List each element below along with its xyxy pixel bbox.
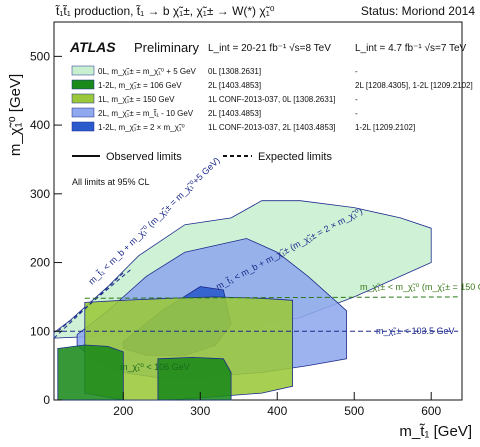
y-tick-label: 0	[43, 393, 50, 407]
cl-note: All limits at 95% CL	[72, 177, 150, 187]
x-tick-label: 200	[113, 404, 133, 418]
legend-observed-label: Observed limits	[106, 151, 182, 163]
kinematic-line-2	[57, 269, 132, 332]
chart-title: t̃₁t̃₁ production, t̃₁ → b χ̃₁±, χ̃₁± → …	[55, 3, 275, 18]
y-axis-label: m_χ̃₁⁰ [GeV]	[7, 74, 24, 156]
legend-ref8-4: 1L CONF-2013-037, 2L [1403.4853]	[208, 123, 336, 132]
region-series-4	[57, 344, 124, 401]
legend-ref7-3: -	[355, 109, 358, 118]
y-tick-label: 300	[30, 187, 50, 201]
legend-ref7-0: -	[355, 67, 358, 76]
atlas-preliminary: Preliminary	[134, 40, 200, 55]
legend-label-2: 1L, m_χ̃₁± = 150 GeV	[98, 95, 175, 104]
x-tick-label: 400	[267, 404, 287, 418]
legend: 0L, m_χ̃₁± = m_χ̃₁⁰ + 5 GeV 0L [1308.2631…	[71, 65, 473, 132]
x-tick-label: 300	[190, 404, 210, 418]
y-tick-label: 500	[30, 49, 50, 63]
legend-ref8-3: 2L [1403.4853]	[208, 109, 261, 118]
legend-ref7-4: 1-2L [1209.2102]	[355, 123, 415, 132]
kinematic-line-1	[53, 272, 124, 339]
y-tick-label: 400	[30, 118, 50, 132]
lumi-7tev: L_int = 4.7 fb⁻¹ √s=7 TeV	[355, 42, 467, 54]
legend-swatch-0	[71, 65, 95, 76]
y-tick-label: 100	[30, 324, 50, 338]
annotation-lep150: m_χ̃₁± < m_χ̃₁⁰ (m_χ̃₁± = 150 GeV)	[360, 282, 480, 292]
y-tick-label: 200	[30, 256, 50, 270]
lep-line-150	[84, 296, 459, 299]
legend-label-1: 1-2L, m_χ̃₁± = 106 GeV	[98, 81, 182, 90]
legend-swatch-2	[71, 93, 95, 104]
annotation-lep106: m_χ̃₁⁰ < 106 GeV	[120, 362, 190, 372]
legend-swatch-4	[71, 121, 95, 132]
legend-expected-label: Expected limits	[258, 151, 332, 163]
axis-ticks: 200 300 400 500 600 0 100 200 300 400 500	[30, 49, 442, 418]
legend-swatch-1	[71, 79, 95, 90]
annotation-lep103: m_χ̃₁± < 103.5 GeV	[376, 326, 455, 336]
kinematic-limit-lines	[53, 269, 459, 339]
region-series-5	[157, 356, 232, 401]
legend-ref8-1: 2L [1403.4853]	[208, 81, 261, 90]
legend-swatch-3	[71, 107, 95, 118]
chart-status: Status: Moriond 2014	[361, 4, 475, 18]
atlas-label: ATLAS	[69, 39, 116, 55]
legend-ref7-1: 2L [1208.4305], 1-2L [1209.2102]	[355, 81, 473, 90]
legend-ref7-2: -	[355, 95, 358, 104]
legend-label-3: 2L, m_χ̃₁± = m_t̃₁ - 10 GeV	[98, 109, 194, 118]
legend-label-0: 0L, m_χ̃₁± = m_χ̃₁⁰ + 5 GeV	[98, 67, 197, 76]
lumi-8tev: L_int = 20-21 fb⁻¹ √s=8 TeV	[208, 42, 331, 54]
x-tick-label: 600	[421, 404, 441, 418]
exclusion-regions	[53, 200, 432, 401]
legend-ref8-2: 1L CONF-2013-037, 0L [1308.2631]	[208, 95, 336, 104]
x-axis-label: m_t̃₁ [GeV]	[399, 423, 472, 440]
legend-ref8-0: 0L [1308.2631]	[208, 67, 261, 76]
legend-label-4: 1-2L, m_χ̃₁± = 2 × m_χ̃₁⁰	[98, 123, 185, 132]
x-tick-label: 500	[344, 404, 364, 418]
